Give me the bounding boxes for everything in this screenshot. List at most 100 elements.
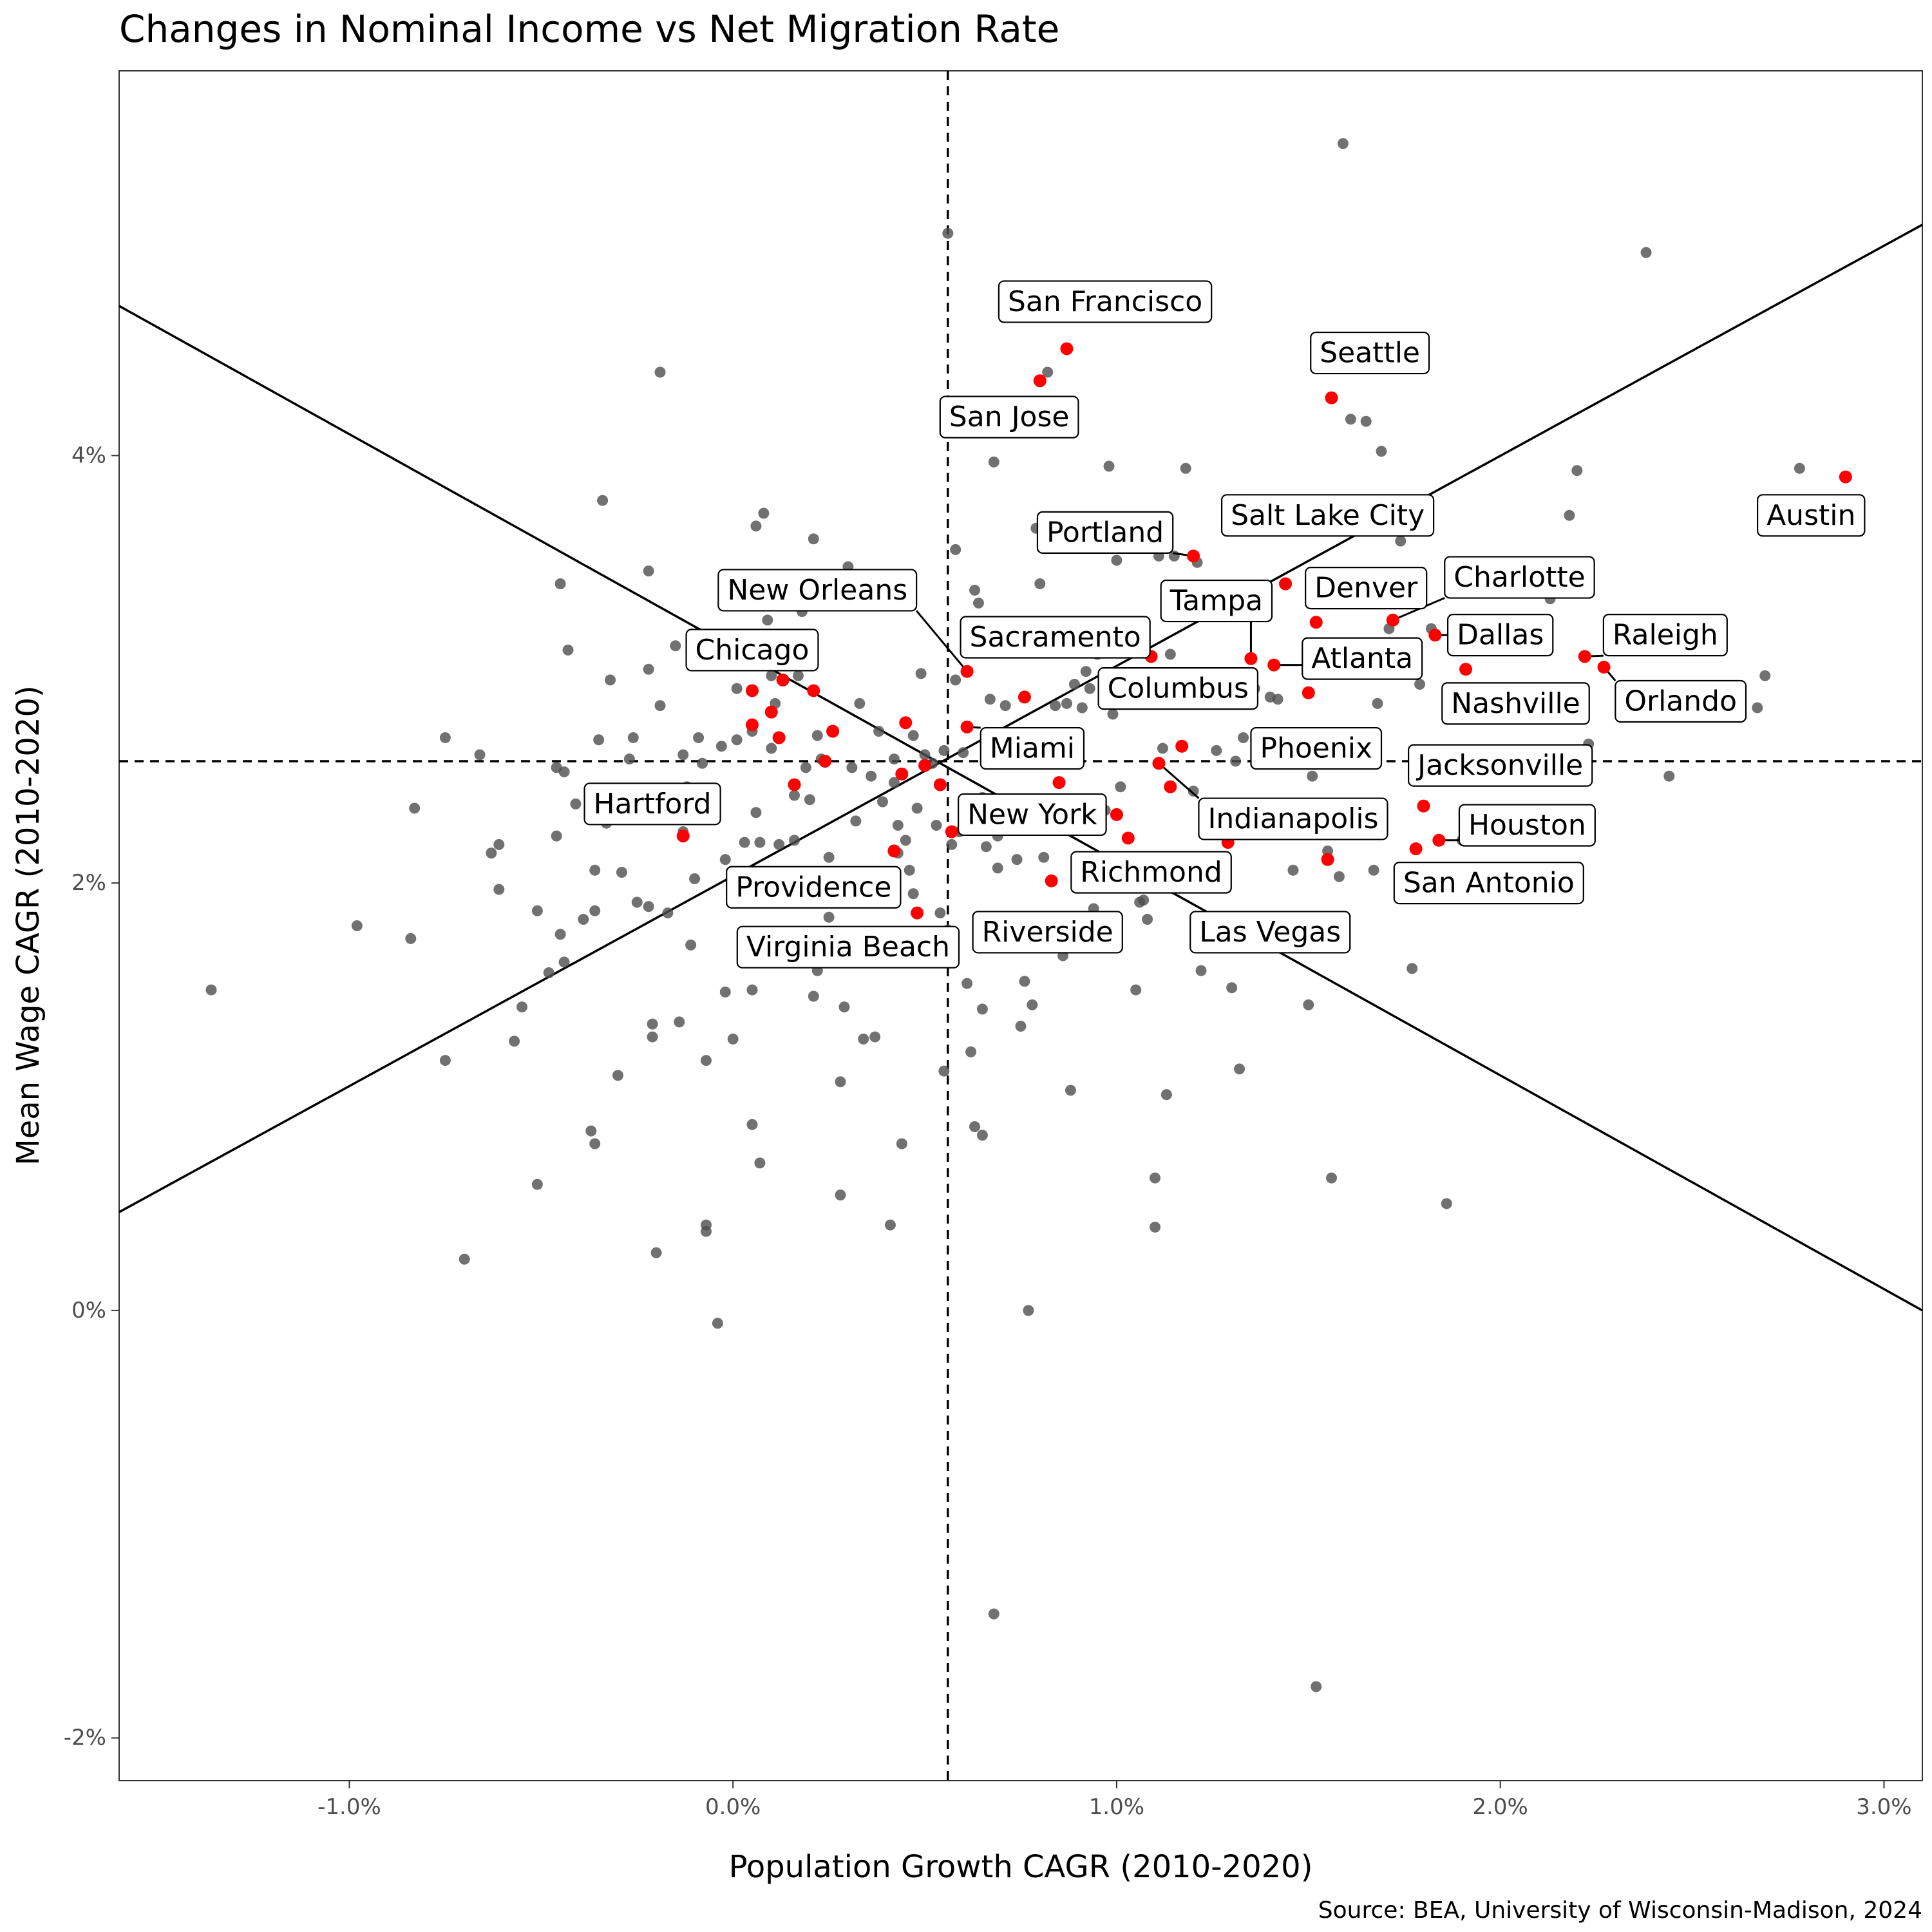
highlighted-point: [1839, 470, 1852, 484]
highlighted-point: [1187, 549, 1200, 563]
data-point: [919, 749, 931, 761]
highlighted-point: [1244, 652, 1258, 665]
highlighted-point: [911, 906, 924, 920]
data-point: [999, 700, 1011, 712]
highlighted-point: [895, 767, 909, 781]
city-label-text: San Francisco: [1008, 285, 1202, 318]
data-point: [1103, 460, 1115, 472]
city-label-box: [1310, 331, 1430, 375]
label-connector: [1158, 762, 1200, 799]
data-point: [1011, 854, 1023, 866]
data-point: [789, 835, 800, 846]
data-point: [562, 644, 574, 656]
highlighted-point: [1428, 629, 1442, 642]
data-point: [1138, 895, 1150, 906]
data-point: [1019, 976, 1030, 987]
data-point: [892, 820, 904, 831]
city-label-box: [1160, 579, 1273, 623]
data-point: [1441, 1198, 1452, 1209]
data-point: [1211, 744, 1222, 756]
city-label-text: Orlando: [1624, 685, 1737, 718]
data-point: [972, 597, 984, 609]
city-label-box: [1458, 804, 1596, 847]
data-point: [351, 920, 363, 931]
data-point: [1164, 649, 1176, 660]
data-point: [543, 967, 554, 979]
city-label: San Antonio: [1393, 862, 1584, 905]
data-point: [1372, 697, 1383, 709]
highlighted-point: [776, 673, 790, 687]
data-point: [915, 668, 927, 679]
highlighted-point: [1267, 658, 1281, 672]
city-label-box: [583, 782, 721, 826]
city-label-text: Providence: [735, 871, 891, 904]
city-labels: San Francisco San Jose Seattle Austin Portla…: [583, 280, 1866, 969]
data-point: [439, 732, 451, 743]
highlighted-point: [1060, 342, 1074, 355]
data-point: [1571, 465, 1583, 477]
data-point: [1111, 554, 1122, 566]
city-label-text: New Orleans: [727, 574, 907, 607]
data-point: [1160, 1089, 1172, 1101]
highlighted-point: [1018, 690, 1031, 704]
data-point: [965, 1046, 977, 1057]
data-point: [750, 520, 762, 532]
data-point: [1326, 1172, 1338, 1184]
highlighted-point: [1302, 686, 1315, 699]
data-point: [1230, 755, 1242, 767]
city-label-box: [939, 395, 1079, 439]
data-point: [838, 1001, 850, 1013]
data-point: [700, 1055, 712, 1066]
city-label-box: [1070, 851, 1232, 894]
data-point: [647, 1018, 658, 1030]
city-label-text: Atlanta: [1311, 642, 1413, 675]
data-point: [980, 841, 992, 853]
data-point: [731, 683, 743, 694]
city-label-text: Nashville: [1451, 687, 1580, 720]
data-point: [570, 798, 582, 810]
data-point: [934, 907, 946, 919]
city-label: New York: [958, 793, 1107, 837]
data-point: [1115, 781, 1126, 793]
data-point: [558, 956, 570, 968]
highlighted-point: [1325, 391, 1338, 404]
city-label-text: Las Vegas: [1199, 916, 1341, 949]
city-label: Raleigh: [1602, 614, 1728, 657]
city-label-text: Raleigh: [1613, 619, 1718, 652]
city-label: New Orleans: [717, 569, 918, 612]
data-point: [1150, 1221, 1161, 1233]
data-point: [597, 495, 609, 506]
y-tick-label: 4%: [71, 442, 106, 468]
data-point: [958, 747, 969, 759]
y-tick-label: 2%: [71, 870, 106, 896]
x-tick-label: -1.0%: [317, 1794, 381, 1820]
city-label-text: Houston: [1468, 809, 1586, 842]
data-point: [650, 1247, 662, 1258]
city-label: Atlanta: [1302, 637, 1423, 680]
diagonal-line-1: [118, 223, 1923, 1213]
highlighted-point: [1309, 616, 1323, 629]
data-point: [1038, 851, 1050, 863]
highlighted-point: [807, 684, 820, 697]
data-point: [1395, 535, 1406, 547]
city-label-box: [960, 616, 1151, 659]
city-label: Tampa: [1160, 579, 1273, 623]
data-point: [950, 674, 961, 686]
data-point: [474, 749, 486, 761]
city-label-box: [1408, 744, 1593, 787]
city-label-box: [1198, 797, 1388, 840]
city-label-box: [736, 925, 960, 969]
city-label: Seattle: [1310, 331, 1430, 375]
data-point: [931, 820, 942, 831]
data-point: [654, 700, 666, 712]
data-point: [731, 734, 743, 746]
data-point: [1333, 871, 1345, 882]
city-label-text: Riverside: [982, 916, 1113, 949]
city-label: Columbus: [1097, 667, 1259, 710]
data-point: [531, 1179, 543, 1190]
data-point: [896, 1138, 907, 1150]
chart-title: Changes in Nominal Income vs Net Migrati…: [119, 7, 1059, 51]
data-point: [961, 978, 973, 989]
highlighted-point: [899, 716, 913, 730]
